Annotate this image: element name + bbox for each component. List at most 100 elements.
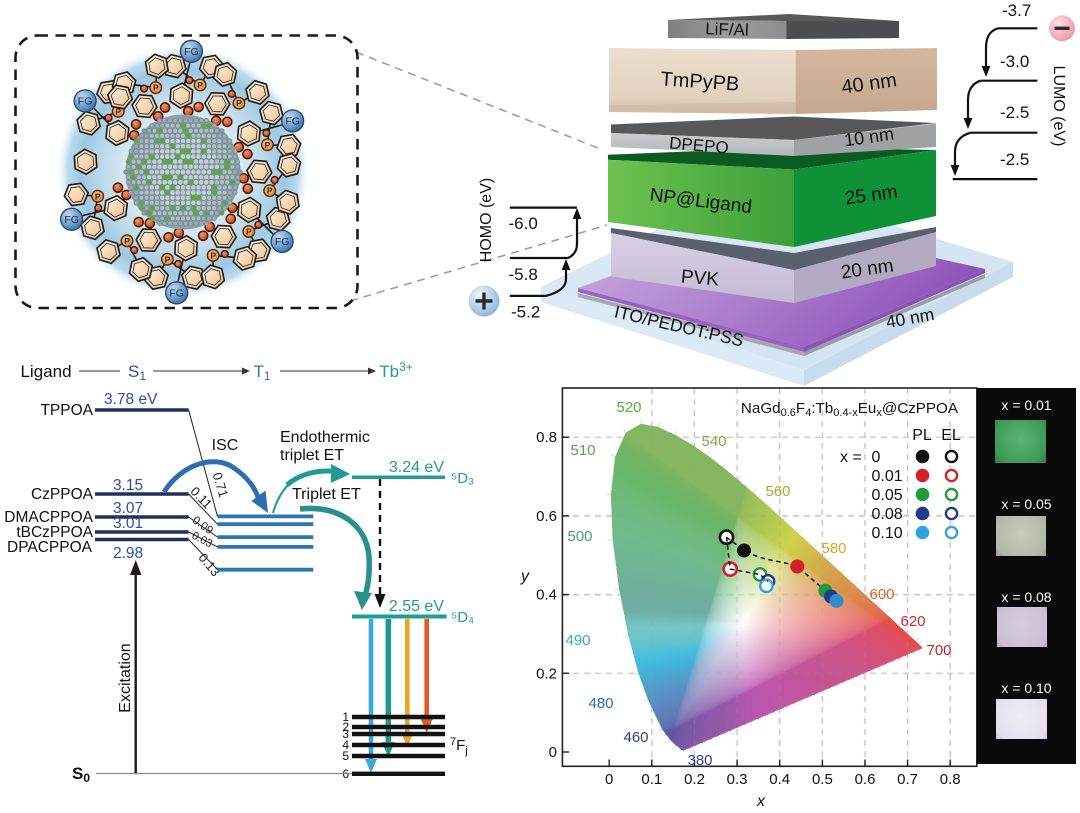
- svg-text:0.11: 0.11: [188, 484, 216, 512]
- svg-text:PL: PL: [912, 427, 932, 444]
- svg-text:540: 540: [701, 433, 726, 450]
- svg-text:FG: FG: [169, 287, 184, 299]
- svg-text:P: P: [246, 226, 252, 236]
- svg-text:x: x: [756, 793, 766, 810]
- svg-text:Endothermic: Endothermic: [280, 429, 370, 446]
- svg-text:0.8: 0.8: [940, 771, 961, 788]
- svg-text:TPPOA: TPPOA: [40, 402, 93, 419]
- svg-text:0.2: 0.2: [536, 665, 557, 682]
- svg-text:-2.5: -2.5: [1000, 103, 1029, 122]
- svg-text:-2.5: -2.5: [1000, 150, 1029, 169]
- svg-text:FG: FG: [285, 115, 300, 127]
- svg-text:ISC: ISC: [212, 437, 239, 454]
- svg-text:500: 500: [567, 528, 592, 545]
- svg-text:Excitation: Excitation: [117, 643, 134, 712]
- svg-text:3.78 eV: 3.78 eV: [104, 391, 158, 408]
- svg-text:Ligand: Ligand: [20, 362, 71, 381]
- svg-text:triplet ET: triplet ET: [280, 447, 344, 464]
- svg-text:0.3: 0.3: [727, 771, 748, 788]
- svg-text:520: 520: [616, 399, 641, 416]
- svg-text:580: 580: [821, 540, 846, 557]
- svg-text:0.10: 0.10: [872, 525, 903, 542]
- svg-text:2.98: 2.98: [113, 545, 143, 562]
- svg-text:3.24 eV: 3.24 eV: [389, 459, 444, 476]
- svg-text:0.6: 0.6: [536, 508, 557, 525]
- svg-text:0.8: 0.8: [536, 429, 557, 446]
- svg-text:P: P: [210, 250, 216, 260]
- svg-text:FG: FG: [64, 214, 79, 226]
- svg-text:0.7: 0.7: [897, 771, 918, 788]
- svg-text:Triplet ET: Triplet ET: [292, 486, 361, 503]
- svg-text:0.1: 0.1: [641, 771, 662, 788]
- svg-text:0.13: 0.13: [196, 550, 224, 579]
- svg-text:700: 700: [926, 642, 951, 659]
- svg-text:0.05: 0.05: [872, 487, 903, 504]
- svg-text:-3.7: -3.7: [1002, 1, 1031, 20]
- svg-text:510: 510: [570, 442, 595, 459]
- svg-text:NaGd0.6F4:Tb0.4-xEux@CzPPOA: NaGd0.6F4:Tb0.4-xEux@CzPPOA: [741, 400, 959, 419]
- svg-text:x =: x =: [840, 449, 862, 466]
- svg-text:2.55 eV: 2.55 eV: [389, 598, 444, 615]
- svg-text:0.01: 0.01: [872, 468, 903, 485]
- svg-text:DPACPPOA: DPACPPOA: [7, 539, 93, 556]
- svg-text:0.4: 0.4: [536, 587, 557, 604]
- svg-text:LUMO (eV): LUMO (eV): [1050, 66, 1067, 147]
- svg-text:620: 620: [900, 613, 925, 630]
- svg-text:-5.8: -5.8: [509, 265, 538, 284]
- svg-text:tBCzPPOA: tBCzPPOA: [16, 524, 93, 541]
- svg-text:P: P: [124, 236, 130, 246]
- svg-text:380: 380: [687, 752, 712, 769]
- svg-text:Tb3+: Tb3+: [379, 360, 413, 381]
- svg-text:⁵D₄: ⁵D₄: [451, 609, 474, 626]
- svg-text:P: P: [197, 80, 203, 90]
- svg-text:P: P: [236, 98, 242, 108]
- svg-text:2: 2: [342, 720, 349, 734]
- svg-text:y: y: [520, 568, 530, 585]
- svg-text:FG: FG: [275, 236, 290, 248]
- svg-text:P: P: [115, 106, 121, 116]
- svg-text:FG: FG: [184, 46, 199, 58]
- svg-text:P: P: [95, 191, 101, 201]
- svg-text:⁵D₃: ⁵D₃: [451, 470, 474, 487]
- svg-text:-5.2: -5.2: [511, 303, 540, 322]
- svg-text:600: 600: [869, 586, 894, 603]
- svg-text:0.2: 0.2: [684, 771, 705, 788]
- svg-text:0.6: 0.6: [855, 771, 876, 788]
- svg-text:7Fj: 7Fj: [450, 736, 468, 757]
- svg-text:HOMO (eV): HOMO (eV): [478, 178, 495, 262]
- svg-text:LiF/Al: LiF/Al: [705, 19, 749, 40]
- svg-text:P: P: [267, 186, 273, 196]
- svg-text:DMACPPOA: DMACPPOA: [4, 509, 93, 526]
- svg-text:3.01: 3.01: [113, 515, 143, 532]
- svg-text:S1: S1: [128, 362, 146, 383]
- svg-text:1: 1: [342, 710, 349, 724]
- svg-text:EL: EL: [941, 427, 961, 444]
- svg-text:-3.0: -3.0: [1000, 52, 1029, 71]
- svg-text:P: P: [153, 83, 159, 93]
- svg-text:0.4: 0.4: [769, 771, 790, 788]
- svg-text:0.08: 0.08: [872, 506, 903, 523]
- svg-text:-6.0: -6.0: [509, 214, 538, 233]
- svg-text:3: 3: [342, 727, 349, 741]
- svg-text:0: 0: [549, 744, 557, 761]
- svg-text:480: 480: [588, 695, 613, 712]
- svg-text:490: 490: [565, 632, 590, 649]
- svg-text:0: 0: [605, 771, 613, 788]
- svg-text:3.07: 3.07: [113, 500, 143, 517]
- svg-text:0.5: 0.5: [812, 771, 833, 788]
- svg-text:P: P: [165, 254, 171, 264]
- svg-text:P: P: [265, 140, 271, 150]
- svg-text:560: 560: [765, 483, 790, 500]
- svg-text:CzPPOA: CzPPOA: [31, 486, 94, 503]
- svg-text:460: 460: [623, 729, 648, 746]
- svg-text:S0: S0: [72, 764, 90, 785]
- svg-text:0: 0: [872, 449, 881, 466]
- svg-text:T1: T1: [253, 362, 270, 383]
- svg-text:3.15: 3.15: [113, 477, 143, 494]
- svg-text:0.71: 0.71: [210, 471, 232, 500]
- svg-text:PVK: PVK: [680, 266, 720, 290]
- svg-text:TmPyPB: TmPyPB: [660, 68, 740, 95]
- svg-text:4: 4: [342, 738, 349, 752]
- svg-text:FG: FG: [78, 95, 93, 107]
- svg-text:5: 5: [342, 749, 349, 763]
